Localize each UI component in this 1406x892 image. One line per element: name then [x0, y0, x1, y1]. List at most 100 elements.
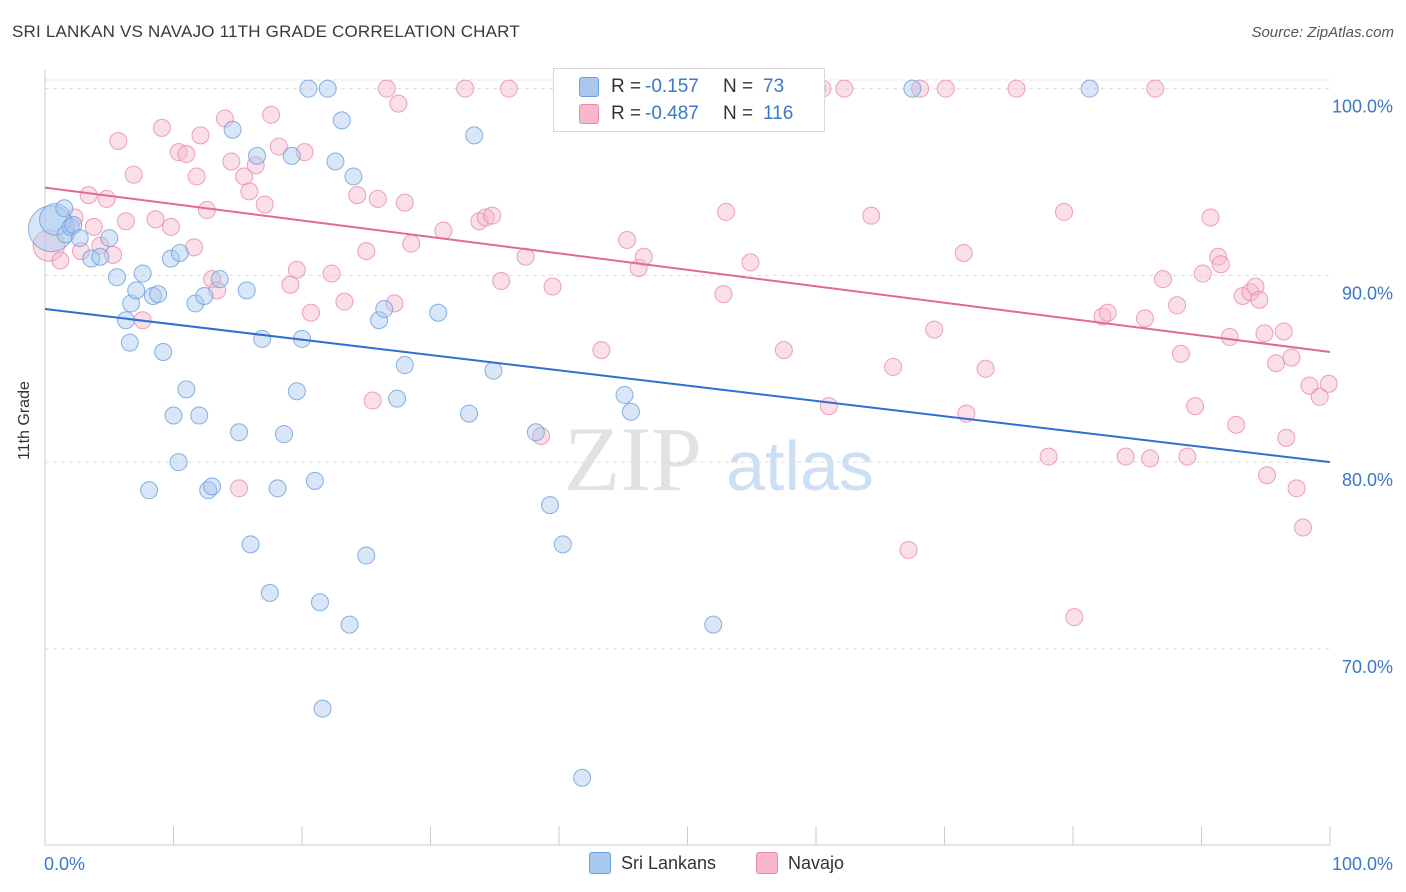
sri-lankans-point	[127, 281, 146, 300]
navajo-point	[954, 244, 973, 263]
sri-lankans-point	[248, 146, 267, 165]
legend-n-value: 116	[763, 103, 794, 124]
navajo-point	[230, 479, 249, 498]
sri-lankans-point	[186, 294, 205, 313]
navajo-point	[51, 251, 70, 270]
navajo-point	[348, 186, 367, 205]
sri-lankans-point	[332, 111, 351, 130]
navajo-point	[1201, 208, 1220, 227]
sri-lankans-point	[484, 361, 503, 380]
navajo-point	[1193, 264, 1212, 283]
navajo-point	[246, 156, 265, 175]
y-tick-label: 70.0%	[1342, 657, 1393, 677]
navajo-point	[1277, 428, 1296, 447]
y-axis-title: 11th Grade	[16, 381, 33, 460]
legend-r-label: R =	[611, 76, 642, 97]
sri-lankans-point	[170, 244, 189, 263]
sri-lankans-point	[149, 285, 168, 304]
navajo-point	[1300, 376, 1319, 395]
sri-lankans-point	[268, 479, 287, 498]
navajo-point	[1141, 449, 1160, 468]
legend-item-sri-lankans[interactable]: Sri Lankans	[589, 852, 716, 874]
navajo-point	[240, 182, 259, 201]
legend-n-label: N =	[723, 76, 754, 97]
navajo-point	[97, 189, 116, 208]
legend-row-navajo: R = -0.487 N = 116	[554, 100, 793, 128]
navajo-point	[185, 238, 204, 257]
sri-lankans-point	[241, 535, 260, 554]
navajo-point	[301, 303, 320, 322]
navajo-point	[476, 208, 495, 227]
navajo-point	[976, 359, 995, 378]
sri-lankans-point	[275, 425, 294, 444]
navajo-point	[1135, 309, 1154, 328]
navajo-point	[499, 79, 518, 98]
navajo-point	[322, 264, 341, 283]
sri-lankans-point	[100, 229, 119, 248]
sri-lankans-point	[326, 152, 345, 171]
navajo-point	[169, 143, 188, 162]
navajo-point	[456, 79, 475, 98]
navajo-point	[618, 230, 637, 249]
navajo-point	[1178, 447, 1197, 466]
navajo-point	[1039, 447, 1058, 466]
sri-lankans-point	[344, 167, 363, 186]
navajo-point	[714, 285, 733, 304]
source-note: Source: ZipAtlas.com	[1251, 24, 1394, 41]
sri-lankans-point	[210, 270, 229, 289]
navajo-point	[1007, 79, 1026, 98]
navajo-point	[84, 217, 103, 236]
navajo-point	[634, 247, 653, 266]
sri-lankans-point	[1080, 79, 1099, 98]
sri-lankans-point	[429, 303, 448, 322]
navajo-point	[884, 357, 903, 376]
navajo-point	[774, 341, 793, 360]
navajo-point	[1065, 608, 1084, 627]
sri-lankans-point	[107, 268, 126, 287]
sri-lankans-point	[305, 471, 324, 490]
legend-n-value: 73	[763, 76, 785, 97]
sri-lankans-point	[161, 249, 180, 268]
navajo-point	[385, 294, 404, 313]
legend-swatch-blue	[589, 852, 611, 874]
sri-lankans-point	[541, 496, 560, 515]
navajo-point	[911, 79, 930, 98]
sri-lankans-point	[223, 120, 242, 139]
chart-title: SRI LANKAN VS NAVAJO 11TH GRADE CORRELAT…	[12, 22, 520, 41]
navajo-point	[1055, 202, 1074, 221]
trend-lines	[44, 186, 1331, 464]
axes	[44, 70, 1331, 846]
legend-item-navajo[interactable]: Navajo	[756, 852, 844, 874]
navajo-point	[592, 341, 611, 360]
stats-legend: R = -0.157 N = 73 R = -0.487 N = 116	[553, 68, 825, 132]
navajo-point	[71, 242, 90, 261]
sri-lankans-point	[64, 216, 83, 234]
legend-r-value: -0.157	[645, 76, 699, 97]
sri-lankans-point	[299, 79, 318, 98]
navajo-point	[1168, 296, 1187, 315]
navajo-point	[492, 272, 511, 291]
sri-lankans-point	[260, 583, 279, 602]
sri-lankans-point	[287, 382, 306, 401]
sri-lankans-point	[704, 615, 723, 634]
navajo-point	[717, 202, 736, 221]
navajo-point	[177, 145, 196, 164]
navajo-point	[1255, 324, 1274, 343]
legend-swatch-pink	[579, 104, 599, 124]
sri-lankans-point	[465, 126, 484, 145]
navajo-point	[862, 206, 881, 225]
sri-lankans-point	[340, 615, 359, 634]
sri-lankans-point	[357, 546, 376, 565]
navajo-point	[377, 79, 396, 98]
navajo-point	[1319, 374, 1338, 393]
series-legend: Sri Lankans Navajo	[0, 852, 1406, 876]
sri-lankans-point	[169, 453, 188, 472]
navajo-point	[124, 165, 143, 184]
sri-lankans-point	[154, 342, 173, 361]
navajo-point	[262, 105, 281, 124]
legend-n-label: N =	[723, 103, 754, 124]
sri-lankans-point	[395, 356, 414, 375]
navajo-point	[269, 137, 288, 156]
sri-lankans-trend-line	[44, 308, 1331, 464]
navajo-point	[79, 186, 98, 205]
